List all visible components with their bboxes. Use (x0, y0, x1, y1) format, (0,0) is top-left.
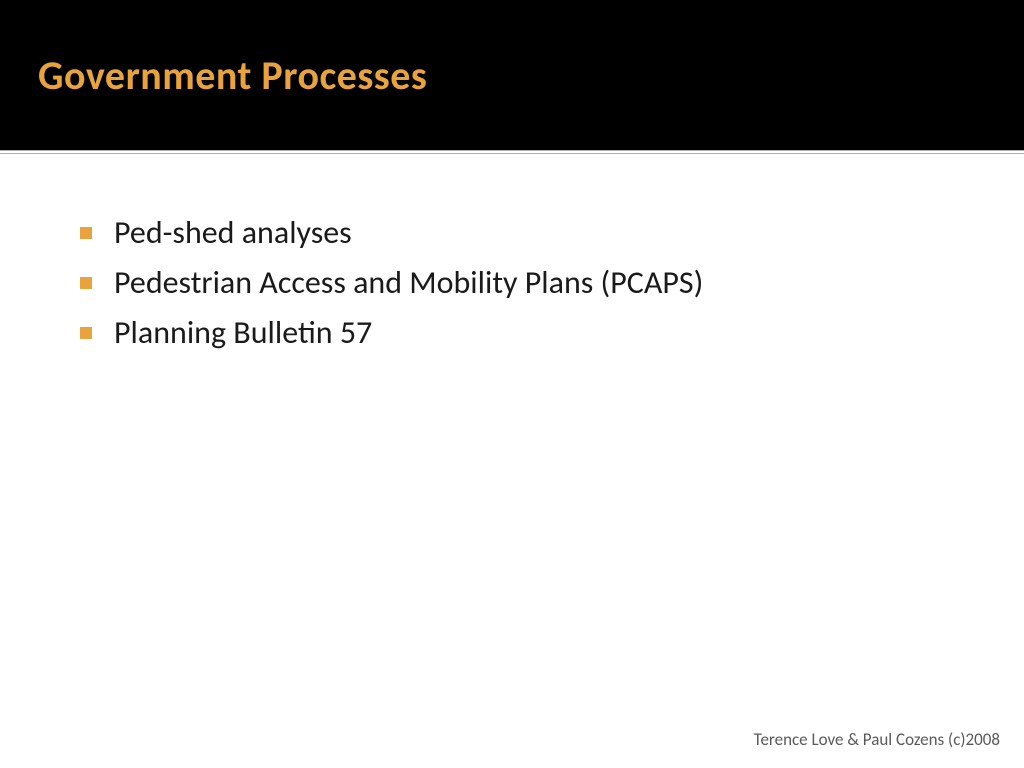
bullet-item: Ped-shed analyses (80, 209, 944, 257)
slide-title: Government Processes (38, 51, 427, 100)
slide-content: Ped-shed analyses Pedestrian Access and … (0, 154, 1024, 357)
bullet-list: Ped-shed analyses Pedestrian Access and … (80, 209, 944, 357)
bullet-item: Planning Bulletin 57 (80, 309, 944, 357)
slide: Government Processes Ped-shed analyses P… (0, 0, 1024, 768)
bullet-item: Pedestrian Access and Mobility Plans (PC… (80, 259, 944, 307)
title-bar: Government Processes (0, 0, 1024, 150)
slide-footer: Terence Love & Paul Cozens (c)2008 (754, 729, 1000, 750)
